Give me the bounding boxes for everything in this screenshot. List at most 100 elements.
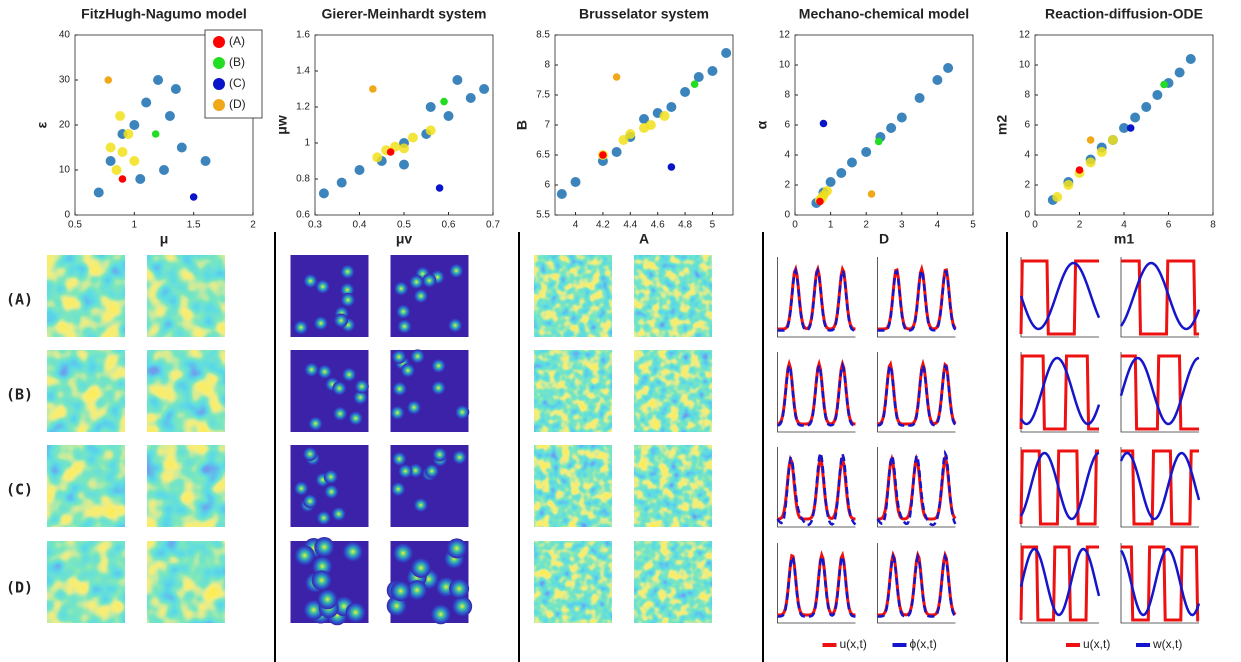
y-axis-label: α [754, 120, 770, 129]
highlight-point [435, 184, 444, 192]
x-tick-label: 6 [1166, 220, 1172, 231]
sample-point [1063, 180, 1074, 190]
x-tick-label: 0.5 [397, 220, 411, 231]
snapshot [776, 447, 857, 528]
y-tick-label: 30 [59, 75, 71, 86]
spot [313, 316, 328, 331]
spot [392, 451, 407, 466]
sample-point [105, 142, 116, 153]
highlight-point [1086, 136, 1095, 144]
highlight-point [386, 148, 395, 156]
spot [317, 589, 338, 610]
y-axis-label: μw [274, 115, 290, 135]
snapshot [1119, 352, 1200, 433]
sample-point [425, 102, 436, 112]
profile-v [1019, 356, 1101, 426]
x-tick-label: 0.5 [68, 220, 82, 231]
sample-point [611, 147, 622, 157]
pattern-image [534, 255, 612, 337]
x-axis-label: A [639, 231, 649, 247]
legend-marker [213, 78, 225, 90]
sample-point [932, 75, 943, 85]
y-tick-label: 6.5 [536, 150, 550, 161]
x-tick-label: 2 [1077, 220, 1083, 231]
highlight-point [667, 163, 676, 171]
x-axis-label: D [879, 231, 889, 247]
sample-point [693, 72, 704, 82]
y-tick-label: 8.5 [536, 30, 550, 41]
y-tick-label: 1.2 [296, 102, 310, 113]
spot [331, 506, 346, 521]
y-tick-label: 8 [544, 60, 550, 71]
profile-v [1119, 356, 1200, 426]
sample-point [443, 111, 454, 121]
spot [449, 263, 464, 278]
x-tick-label: 1 [828, 220, 834, 231]
sample-point [111, 165, 122, 175]
snapshot [534, 541, 612, 623]
spot [410, 557, 431, 578]
profile-v [776, 448, 857, 527]
legend-label: (D) [229, 97, 246, 111]
spot [452, 596, 473, 617]
spot [314, 537, 335, 558]
profile-v [1119, 547, 1201, 617]
y-tick-label: 7.5 [536, 90, 550, 101]
sample-point [372, 152, 383, 163]
pattern-image [634, 541, 712, 623]
spot [432, 447, 447, 462]
profile-v [877, 266, 957, 332]
y-tick-label: 6 [784, 120, 790, 131]
row-label: (D) [6, 579, 33, 597]
y-tick-label: 10 [1019, 60, 1031, 71]
row-label: (A) [6, 291, 33, 309]
highlight-point [599, 151, 607, 159]
legend-label: (B) [229, 55, 245, 69]
spot [345, 602, 366, 623]
sample-point [707, 66, 718, 76]
spot [391, 482, 406, 497]
sample-point [465, 93, 476, 103]
snapshot [634, 350, 712, 432]
sample-point [164, 111, 175, 121]
legend-marker [213, 57, 225, 69]
y-tick-label: 40 [59, 30, 71, 41]
spot [294, 481, 309, 496]
y-axis-label: B [514, 120, 530, 130]
spot [316, 510, 331, 525]
spot [312, 556, 333, 577]
x-tick-label: 0 [1032, 220, 1038, 231]
spot [452, 450, 467, 465]
sample-point [1130, 112, 1141, 123]
axis-frame [1120, 352, 1199, 433]
profile-u [1019, 259, 1099, 336]
x-tick-label: 2 [863, 220, 869, 231]
snapshot [147, 445, 225, 527]
snapshot [1119, 543, 1201, 624]
profile-u [877, 453, 957, 521]
highlight-point [1075, 166, 1084, 174]
axis-frame [877, 447, 956, 528]
sample-point [721, 48, 732, 58]
spot [353, 390, 368, 405]
y-axis-label: m2 [994, 115, 1010, 135]
axis-frame [777, 352, 856, 433]
y-tick-label: 12 [1019, 30, 1031, 41]
sample-point [639, 114, 649, 124]
axis-frame [777, 543, 856, 624]
x-tick-label: 4.4 [623, 220, 637, 231]
x-axis-label: μv [396, 231, 413, 247]
spot [413, 498, 428, 513]
snapshot [1019, 543, 1101, 624]
snapshot [877, 257, 957, 338]
profile-v [777, 266, 856, 332]
pattern-image [634, 445, 712, 527]
snapshot [47, 445, 125, 527]
snapshot [1119, 257, 1201, 338]
snapshot [290, 445, 369, 527]
sample-point [1085, 157, 1096, 168]
sample-point [836, 168, 847, 178]
sample-point [153, 75, 164, 85]
sample-point [354, 165, 365, 175]
spot [397, 319, 412, 334]
